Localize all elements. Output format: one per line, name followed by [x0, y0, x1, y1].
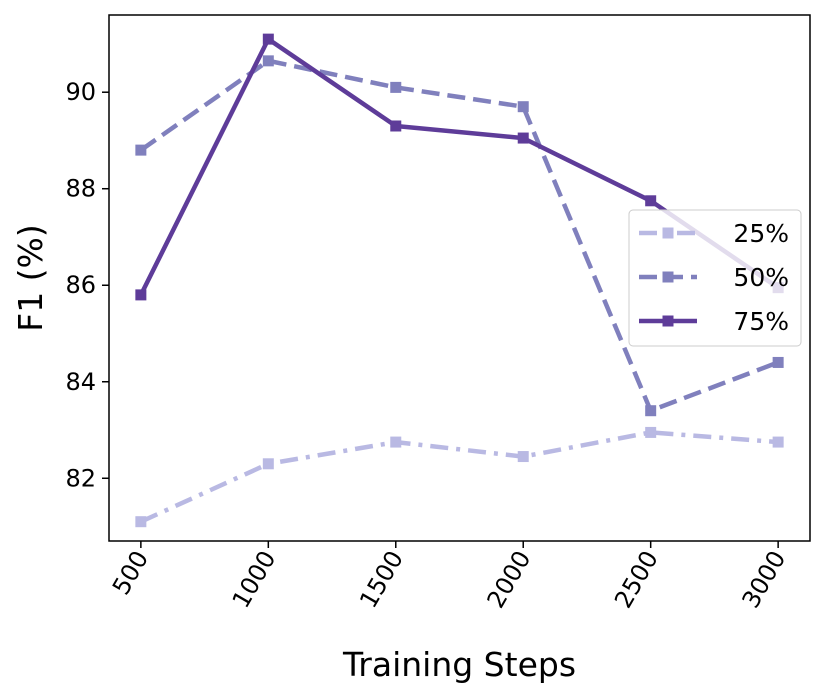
x-tick-label: 2500 [609, 546, 664, 613]
x-tick-label: 2000 [482, 546, 537, 613]
data-point [390, 120, 402, 132]
data-point [517, 132, 529, 144]
data-point [135, 289, 147, 301]
data-point [645, 405, 657, 417]
y-tick-label: 88 [65, 175, 96, 203]
legend-label-2: 75% [733, 307, 789, 336]
x-tick-label: 3000 [737, 546, 792, 613]
y-tick-label: 86 [65, 271, 96, 299]
data-point [645, 195, 657, 207]
data-point [645, 426, 657, 438]
legend-marker-1 [662, 271, 674, 283]
x-tick-label: 1500 [354, 546, 409, 613]
x-tick-label: 500 [107, 546, 154, 600]
y-axis-label: F1 (%) [11, 224, 50, 332]
y-tick-label: 90 [65, 78, 96, 106]
legend-label-1: 50% [733, 263, 789, 292]
plot-frame [108, 14, 811, 542]
data-point [135, 144, 147, 156]
series-line-0 [139, 430, 779, 524]
legend: 25% 50% 75% [628, 209, 802, 347]
data-point [390, 436, 402, 448]
data-point [517, 101, 529, 113]
legend-marker-2 [662, 315, 674, 327]
legend-label-0: 25% [733, 219, 789, 248]
data-point [772, 356, 784, 368]
legend-marker-0 [662, 227, 674, 239]
y-tick-label: 82 [65, 464, 96, 492]
x-tick-label: 1000 [227, 546, 282, 613]
x-axis-label: Training Steps [342, 645, 576, 684]
data-point [262, 33, 274, 45]
series-line-1 [139, 58, 779, 413]
data-point [262, 458, 274, 470]
data-point [517, 451, 529, 463]
data-point [390, 81, 402, 93]
legend-box [628, 209, 802, 347]
y-tick-label: 84 [65, 368, 96, 396]
data-point [262, 55, 274, 67]
data-point [772, 436, 784, 448]
data-point [135, 516, 147, 528]
